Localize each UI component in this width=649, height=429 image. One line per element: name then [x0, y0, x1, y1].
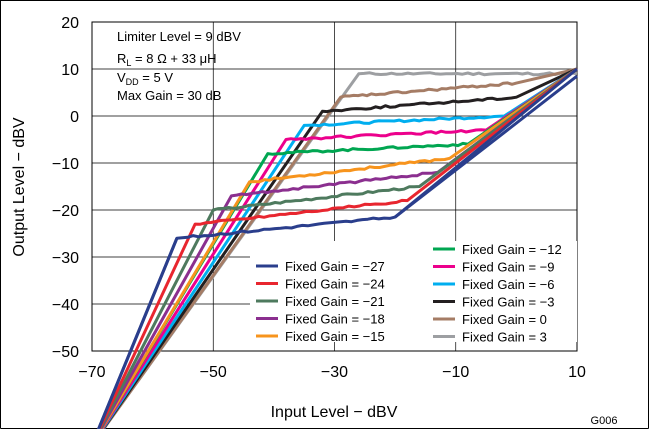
y-tick-label: −20	[52, 203, 79, 220]
series-line	[96, 74, 578, 429]
figure-id: G006	[591, 415, 618, 427]
legend-label: Fixed Gain = −15	[285, 329, 385, 344]
legend-label: Fixed Gain = 3	[462, 330, 547, 345]
series-line	[98, 67, 578, 429]
legend-label: Fixed Gain = −12	[462, 242, 562, 257]
y-tick-label: 10	[61, 62, 79, 79]
plot-area-border	[91, 21, 578, 352]
x-axis-label: Input Level − dBV	[271, 404, 398, 421]
series-line	[100, 67, 578, 429]
series-lines	[96, 67, 578, 429]
annotation-max-gain: Max Gain = 30 dB	[117, 88, 221, 103]
y-tick-label: −10	[52, 156, 79, 173]
legend-label: Fixed Gain = −9	[462, 260, 555, 275]
legend-label: Fixed Gain = −6	[462, 277, 555, 292]
series-line-diagonal	[96, 237, 179, 429]
annotation-limiter-level: Limiter Level = 9 dBV	[117, 29, 241, 44]
x-tick-label: −70	[78, 364, 105, 381]
annotation-supply-voltage: VDD = 5 V	[117, 70, 173, 87]
legend-label: Fixed Gain = −24	[285, 277, 385, 292]
y-tick-label: −40	[52, 297, 79, 314]
tick-labels: −70 −50 −30 −10 10 20 10 0 −10 −20 −30 −40 −50	[52, 15, 586, 381]
x-tick-label: −50	[200, 364, 227, 381]
annotation-block: Limiter Level = 9 dBV RL = 8 Ω + 33 μH V…	[117, 29, 241, 103]
series-line	[99, 67, 578, 429]
series-line	[99, 67, 578, 429]
legend-label: Fixed Gain = −27	[285, 259, 385, 274]
legend-label: Fixed Gain = −21	[285, 294, 385, 309]
legend-label: Fixed Gain = −3	[462, 295, 555, 310]
series-line	[99, 67, 578, 429]
legend-label: Fixed Gain = 0	[462, 312, 547, 327]
series-line	[100, 67, 578, 429]
series-line	[101, 67, 578, 429]
annotation-load: RL = 8 Ω + 33 μH	[117, 51, 217, 68]
x-tick-label: 10	[568, 364, 586, 381]
series-line	[101, 67, 578, 429]
legend-background	[250, 241, 577, 342]
series-line	[101, 71, 578, 429]
legend-label: Fixed Gain = −18	[285, 312, 385, 327]
y-tick-label: 0	[70, 109, 79, 126]
y-tick-label: −30	[52, 250, 79, 267]
y-tick-label: −50	[52, 344, 79, 361]
x-tick-label: −30	[321, 364, 348, 381]
series-line-diagonal	[394, 67, 578, 219]
x-tick-label: −10	[442, 364, 469, 381]
legend: Fixed Gain = −27 Fixed Gain = −24 Fixed Ga…	[250, 241, 577, 345]
y-axis-label: Output Level − dBV	[11, 117, 28, 257]
y-tick-label: 20	[61, 15, 79, 32]
series-line	[97, 67, 578, 429]
